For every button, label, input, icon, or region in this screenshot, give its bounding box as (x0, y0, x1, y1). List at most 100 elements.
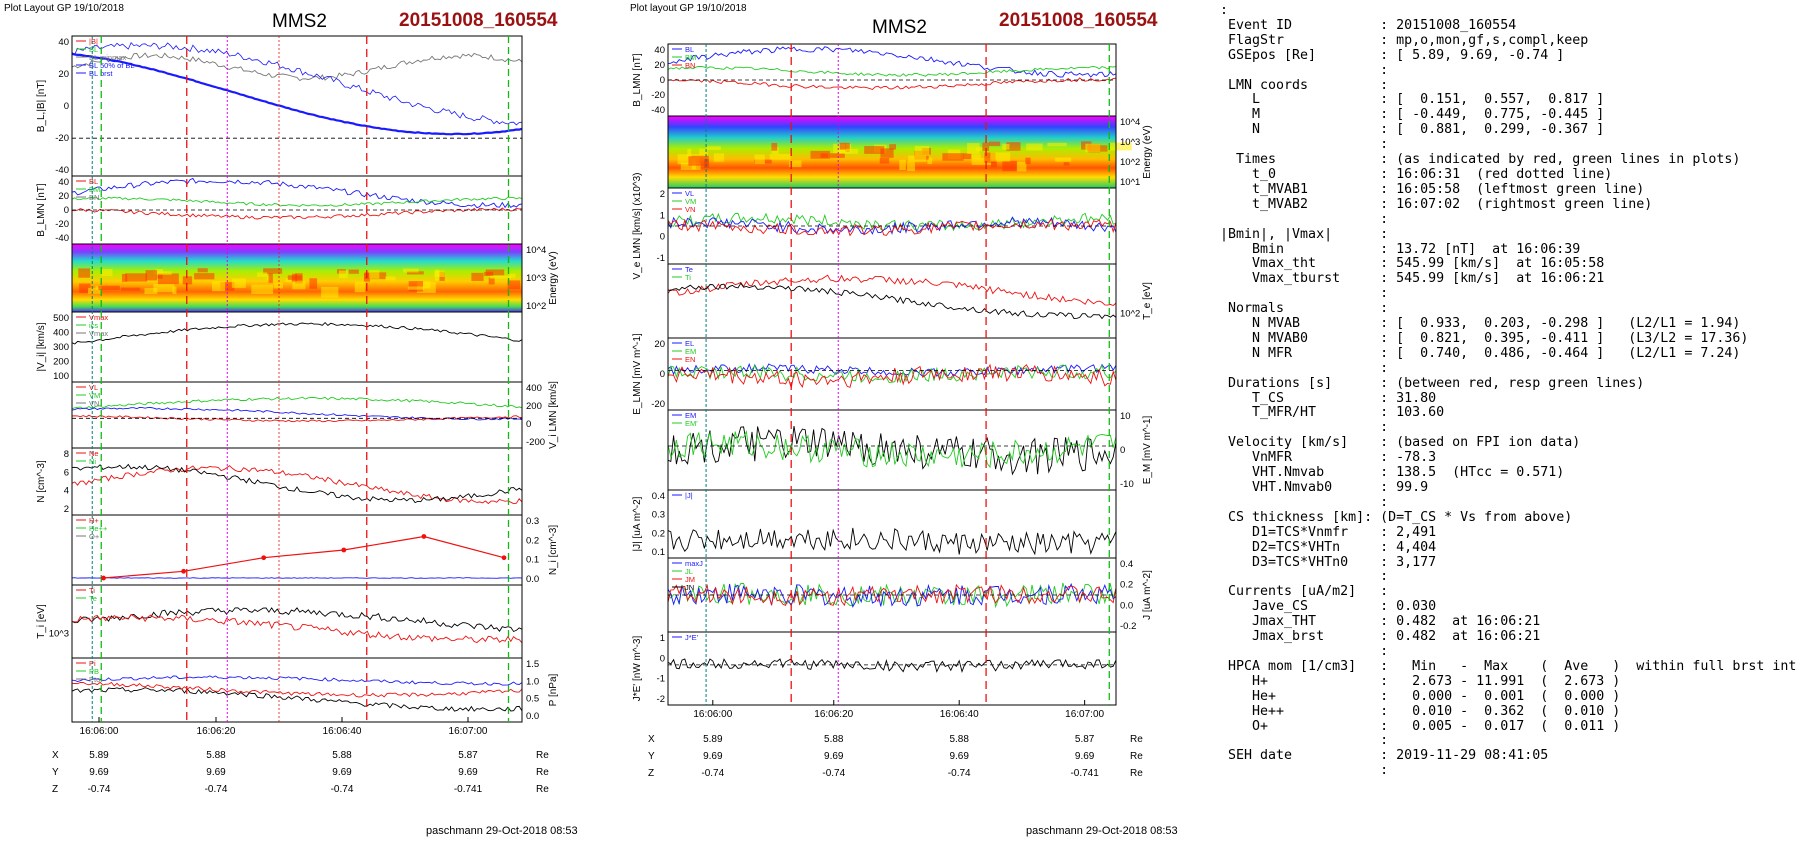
series-line (71, 577, 523, 579)
spectrogram-blob (914, 145, 930, 156)
y-tick-label: -20 (55, 133, 69, 144)
spectrogram-blob (263, 268, 283, 274)
info-line: GSEpos [Re] : [ 5.89, 9.69, -0.74 ] (1220, 47, 1565, 63)
y-tick-label: -40 (55, 165, 69, 176)
right-event-id: 20151008_160554 (999, 10, 1158, 31)
info-line: : (1220, 62, 1389, 78)
info-line: t_MVAB1 : 16:05:58 (leftmost green line) (1220, 181, 1645, 197)
spectrogram-blob (1006, 142, 1021, 151)
legend-entry: |J| (685, 491, 693, 500)
legend-entry: BL (89, 45, 98, 54)
info-line: Jave_CS : 0.030 (1220, 599, 1437, 615)
series-line (667, 583, 1117, 608)
spectrogram-blob (434, 270, 445, 277)
y-tick-label: 0.5 (526, 694, 539, 705)
spectrogram-blob (1025, 157, 1031, 165)
coord-value: -0.74 (331, 784, 354, 795)
legend-entry: Ptot (89, 675, 103, 684)
legend-entry: Vmax (89, 329, 108, 338)
y-tick-label: 40 (654, 45, 665, 56)
spectrogram-blob (990, 160, 997, 168)
y-tick-label: 0 (660, 369, 665, 380)
series-line (667, 66, 1117, 77)
legend-entry: BM (685, 53, 696, 62)
spectrogram-blob (771, 142, 778, 151)
coord-value: 5.88 (949, 734, 969, 745)
coord-value: 9.69 (949, 751, 969, 762)
y-tick-label: 400 (526, 383, 542, 394)
legend-entry: Ne (89, 449, 99, 458)
coord-unit: Re (536, 767, 549, 778)
y-axis-label: E_M [mV m^-1] (1142, 415, 1153, 484)
panel-9: P [nPa]1.51.00.50.0PiPBPtot (71, 657, 559, 723)
info-line: He+ : 0.000 - 0.001 ( 0.000 ) (1220, 688, 1621, 704)
event-info-text: : Event ID : 20151008_160554 FlagStr : m… (1220, 3, 1800, 804)
spectrogram-blob (907, 161, 915, 172)
legend-entry: Ti (685, 273, 691, 282)
series-line (667, 527, 1117, 556)
legend-entry: BL (89, 177, 98, 186)
y-tick-label: 20 (58, 69, 69, 80)
spectrogram-blob (839, 142, 846, 150)
coord-value: 5.88 (332, 750, 352, 761)
y-tick-label: 0 (660, 232, 665, 243)
spectrogram-blob (1016, 161, 1027, 172)
legend-entry: Ti (89, 586, 95, 595)
spectrogram-blob (829, 153, 845, 158)
spectrogram-blob (1085, 143, 1101, 153)
y-tick-label: 0.0 (526, 711, 539, 722)
legend-entry: J*E' (685, 633, 699, 642)
series-line (71, 41, 523, 126)
series-line (667, 583, 1117, 607)
right-spacecraft-title: MMS2 (872, 17, 927, 38)
x-tick-label: 16:06:00 (693, 709, 732, 720)
spectrogram-blob (197, 268, 208, 273)
spectrogram-blob (982, 142, 990, 151)
y-tick-label: 1 (660, 210, 665, 221)
legend-entry: EM (685, 411, 696, 420)
info-line: D3=TCS*VHTn0 : 3,177 (1220, 554, 1437, 570)
y-tick-label: 0 (1120, 445, 1125, 456)
spectrogram-blob (369, 270, 380, 279)
y-tick-label: 10^3 (526, 273, 546, 284)
spectrogram-blob (354, 281, 366, 293)
info-line: Bmin : 13.72 [nT] at 16:06:39 (1220, 241, 1581, 257)
series-line (71, 675, 523, 686)
y-tick-label: 2 (64, 504, 69, 515)
spectrogram-blob (292, 281, 306, 290)
series-line (71, 463, 523, 504)
coord-value: -0.74 (88, 784, 111, 795)
spectrogram-blob (155, 268, 163, 274)
info-line: : (1220, 3, 1229, 18)
info-line: N MVAB0 : [ 0.821, 0.395, -0.411 ] (L3/L… (1220, 330, 1749, 346)
series-line (71, 177, 523, 209)
y-tick-label: 300 (53, 342, 69, 353)
legend-entry: JL (685, 567, 693, 576)
info-line: L : [ 0.151, 0.557, 0.817 ] (1220, 92, 1605, 108)
spectrogram-blob (153, 271, 172, 275)
spectrogram-blob (268, 273, 273, 283)
x-tick-label: 16:07:00 (449, 726, 488, 737)
y-tick-label: 6 (64, 467, 69, 478)
y-tick-label: -40 (651, 105, 665, 116)
legend-entry: VN (89, 399, 99, 408)
panel-frame (71, 381, 523, 449)
coord-unit: Re (1130, 768, 1143, 779)
legend-entry: JM (685, 575, 695, 584)
info-line: D1=TCS*Vnmfr : 2,491 (1220, 524, 1437, 540)
spectrogram-blob (321, 286, 339, 298)
coord-value: -0.741 (454, 784, 483, 795)
info-line: N MVAB : [ 0.933, 0.203, -0.298 ] (L2/L1… (1220, 316, 1741, 332)
spectrogram-blob (211, 281, 226, 292)
legend-entry: JN (685, 583, 694, 592)
legend-entry: VL (685, 189, 694, 198)
info-line: T_MFR/HT : 103.60 (1220, 405, 1445, 421)
info-line: Jmax_brst : 0.482 at 16:06:21 (1220, 629, 1541, 645)
y-tick-label: 500 (53, 313, 69, 324)
spectrogram-blob (145, 270, 158, 281)
y-tick-label: 40 (58, 37, 69, 48)
info-line: Jmax_THT : 0.482 at 16:06:21 (1220, 614, 1541, 630)
y-tick-label: 20 (654, 60, 665, 71)
